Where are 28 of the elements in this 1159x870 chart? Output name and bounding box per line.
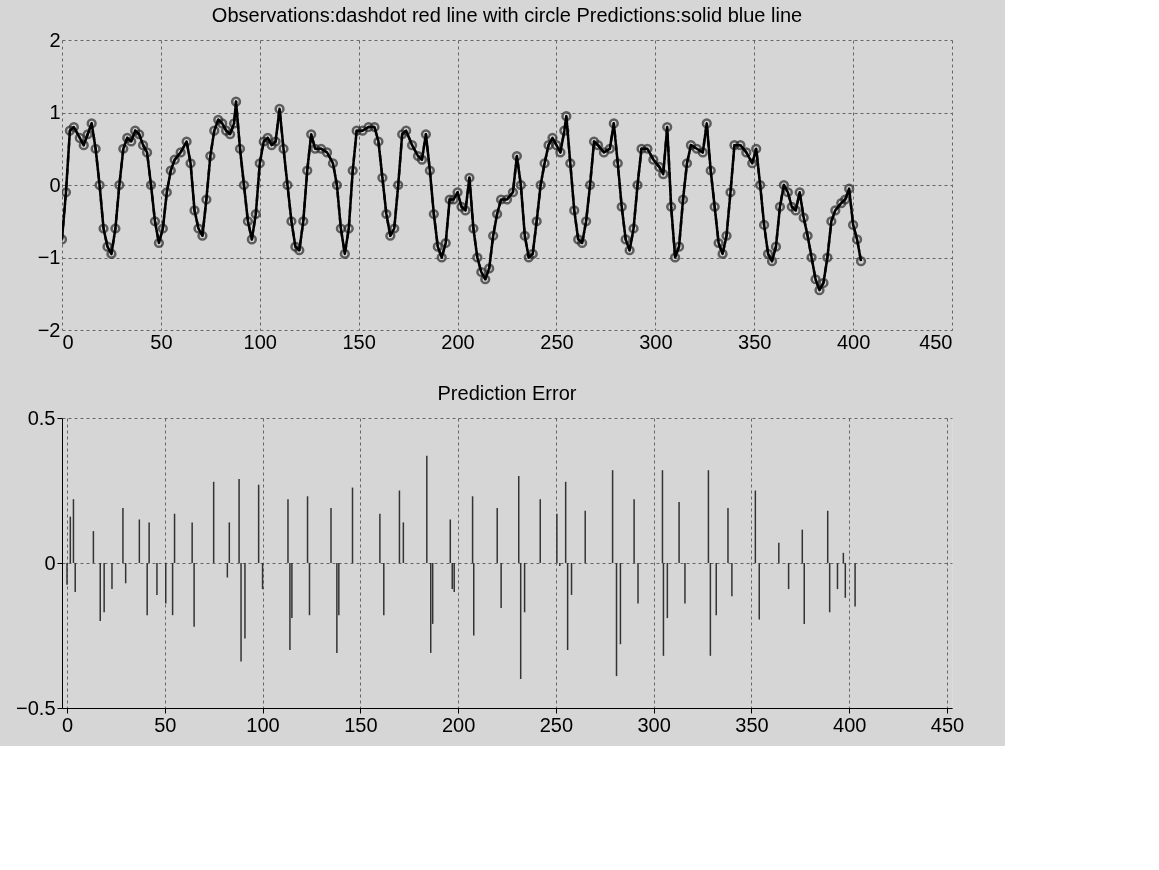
x-tick-label: 100 <box>246 713 280 736</box>
x-tick-label: 400 <box>833 713 867 736</box>
x-tick-label: 50 <box>150 330 173 353</box>
chart-title: Observations:dashdot red line with circle Predictions:solid blue line <box>211 4 803 26</box>
y-tick-label: −0.5 <box>16 696 56 719</box>
x-tick-label: 450 <box>930 713 965 736</box>
x-tick-label: 350 <box>735 713 769 736</box>
y-tick-label: 0 <box>49 173 61 196</box>
x-tick-label: 150 <box>342 330 376 353</box>
chart-title: Prediction Error <box>437 382 577 404</box>
x-tick-label: 350 <box>738 330 772 353</box>
y-tick-label: 1 <box>49 101 61 123</box>
x-tick-label: 200 <box>441 330 475 353</box>
x-tick-label: 250 <box>540 330 574 353</box>
x-tick-label: 100 <box>243 330 277 353</box>
y-tick-label: 0 <box>44 551 56 574</box>
x-tick-label: 450 <box>919 330 953 353</box>
y-tick-label: −2 <box>37 318 61 341</box>
x-tick-label: 300 <box>637 713 671 736</box>
x-tick-label: 250 <box>539 713 574 736</box>
x-tick-label: 50 <box>154 713 177 736</box>
x-tick-label: 400 <box>836 330 871 353</box>
x-tick-label: 200 <box>441 713 476 736</box>
y-tick-label: 0.5 <box>27 406 56 429</box>
x-tick-label: 300 <box>639 330 673 353</box>
y-tick-label: 2 <box>49 28 61 51</box>
y-tick-label: −1 <box>37 246 61 268</box>
x-tick-label: 150 <box>344 713 378 736</box>
